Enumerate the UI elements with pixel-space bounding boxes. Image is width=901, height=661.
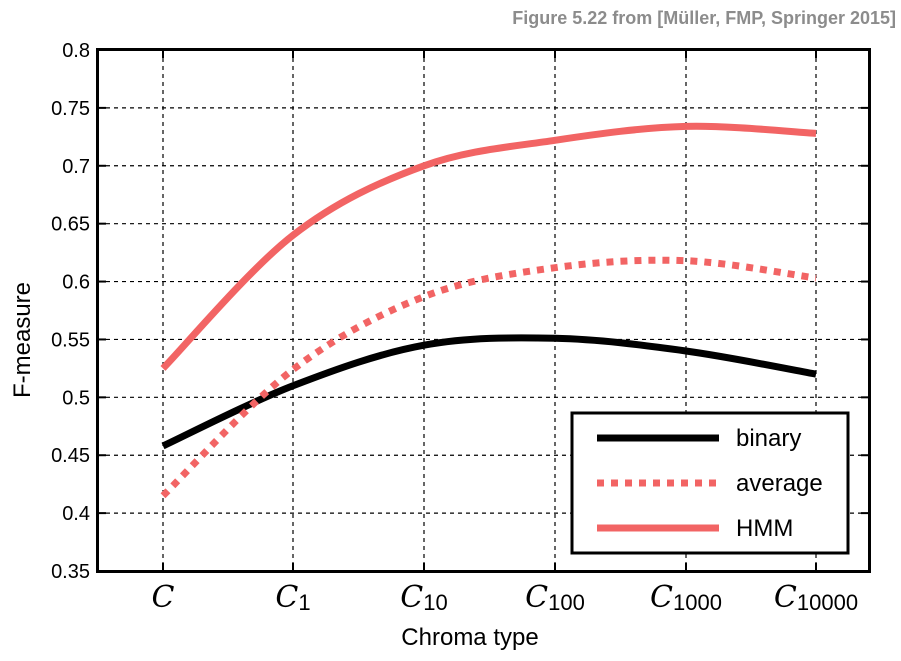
y-tick-label: 0.55 <box>51 329 90 351</box>
y-tick-label: 0.45 <box>51 445 90 467</box>
y-tick-label: 0.4 <box>62 503 90 525</box>
grid-layer <box>98 49 869 572</box>
x-tick-labels: C C1 C10 C100 C1000 C10000 <box>152 580 859 615</box>
y-tick-label: 0.65 <box>51 214 90 236</box>
series-layer <box>160 122 817 499</box>
x-tick-label: C1 <box>275 580 310 615</box>
series-line-average <box>160 256 817 499</box>
y-tick-label: 0.75 <box>51 98 90 120</box>
plot-frame <box>96 48 871 573</box>
series-line-binary <box>161 334 817 450</box>
legend: binary average HMM <box>570 411 850 555</box>
legend-label-binary: binary <box>736 425 801 452</box>
figure-credit: Figure 5.22 from [Müller, FMP, Springer … <box>512 8 896 28</box>
x-axis-label: Chroma type <box>401 624 538 651</box>
y-tick-label: 0.35 <box>51 561 90 583</box>
y-tick-label: 0.6 <box>62 272 90 294</box>
y-tick-label: 0.7 <box>62 156 90 178</box>
y-tick-label: 0.5 <box>62 387 90 409</box>
y-axis-label: F-measure <box>9 282 36 398</box>
x-tick-label: C <box>152 580 175 615</box>
y-tick-labels: 0.35 0.4 0.45 0.5 0.55 0.6 0.65 0.7 0.75 0.8 <box>51 40 90 583</box>
x-tick-label: C100 <box>525 580 585 615</box>
x-tick-label: C10 <box>400 580 447 615</box>
y-tick-label: 0.8 <box>62 40 90 62</box>
series-line-hmm <box>160 122 817 371</box>
x-tick-label: C1000 <box>650 580 722 615</box>
legend-label-average: average <box>736 470 823 497</box>
x-tick-label: C10000 <box>774 580 858 615</box>
legend-label-hmm: HMM <box>736 515 793 542</box>
